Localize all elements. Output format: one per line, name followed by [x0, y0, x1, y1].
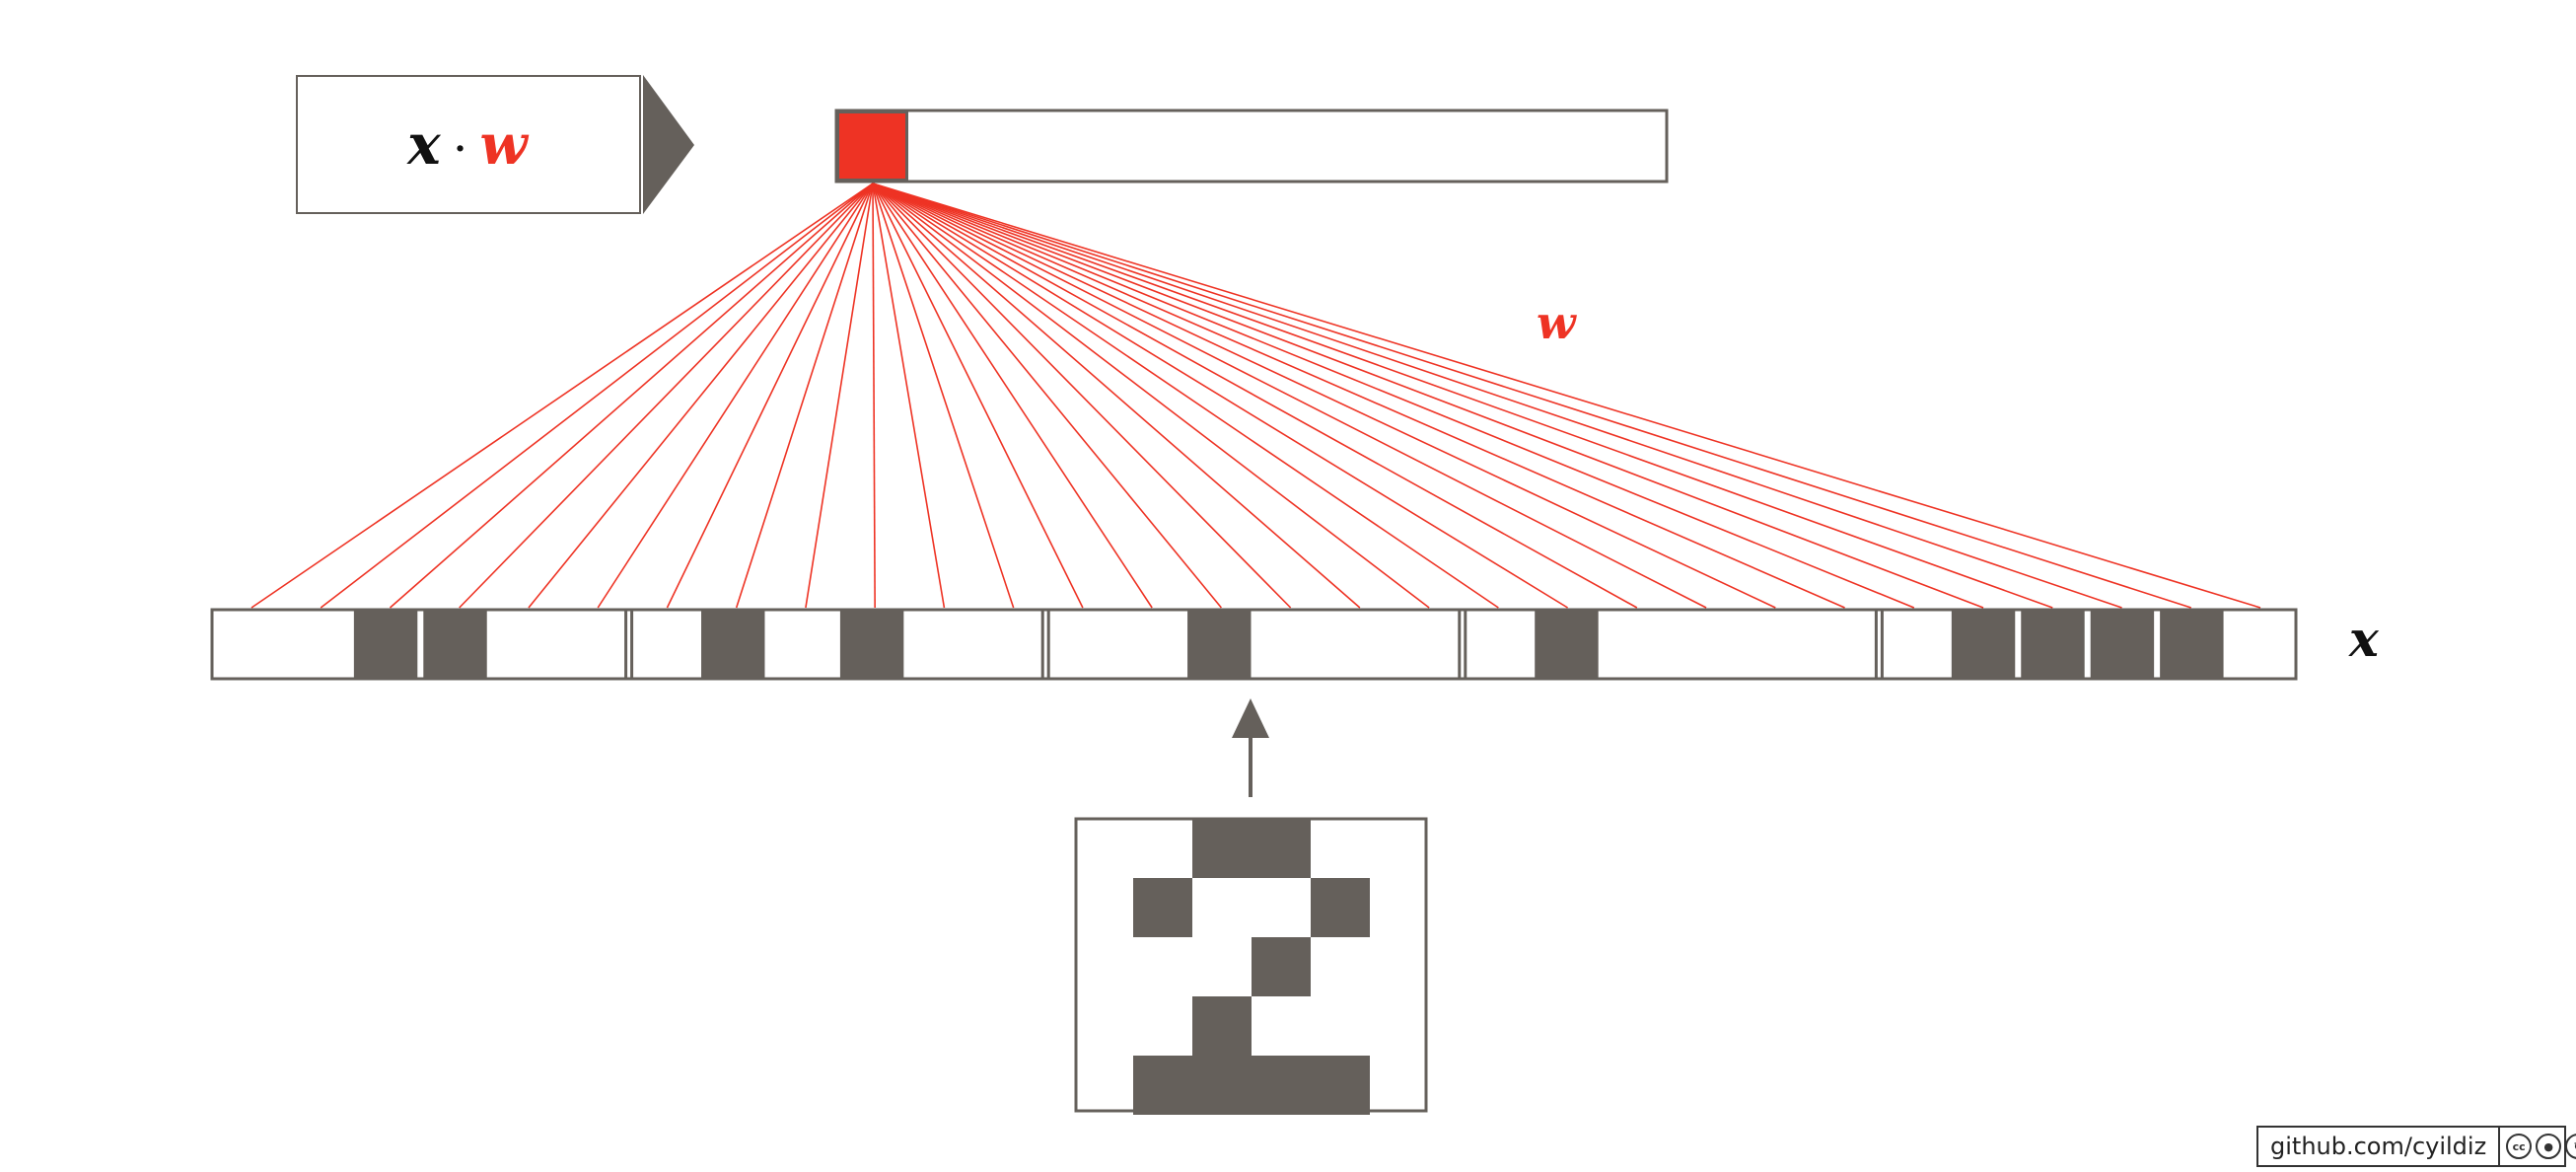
digit-pixel [1252, 819, 1311, 878]
weight-line [735, 183, 874, 609]
weight-line [872, 183, 2261, 609]
weight-line [872, 183, 1776, 609]
input-cell-filled [2090, 611, 2155, 678]
formula-text: x · w [407, 112, 529, 178]
weight-line [528, 183, 874, 609]
digit-pixel [1192, 819, 1252, 878]
formula-x: x [407, 111, 443, 178]
input-cell-filled [701, 611, 765, 678]
credit-text[interactable]: github.com/cyildiz [2258, 1128, 2501, 1165]
arrows [643, 75, 1269, 797]
license-icons: cc ● ↻ [2500, 1128, 2576, 1165]
cc-icon: cc [2506, 1134, 2533, 1159]
digit-pixel [1252, 937, 1311, 996]
weight-line [872, 183, 876, 609]
input-bar [210, 608, 2298, 681]
input-cell-filled [353, 611, 418, 678]
by-icon: ● [2536, 1134, 2562, 1159]
weight-line [597, 183, 874, 609]
weight-line [872, 183, 1499, 609]
digit-pixel [1133, 878, 1192, 937]
input-cell-filled [1535, 611, 1599, 678]
weight-line [872, 183, 1984, 609]
weight-line [872, 183, 2192, 609]
weight-line [805, 183, 874, 609]
weight-line [666, 183, 874, 609]
weight-line [872, 183, 1222, 609]
weight-line [872, 183, 1292, 609]
formula-arrow-icon [643, 75, 694, 214]
input-label: x [2349, 610, 2379, 668]
weight-line [389, 183, 874, 609]
flatten-arrow-head [1232, 698, 1269, 738]
weight-line [872, 183, 1361, 609]
weight-line [872, 183, 1569, 609]
weight-line [872, 183, 1153, 609]
digit-pixel [1192, 1056, 1252, 1115]
input-cell-filled [2160, 611, 2224, 678]
weights-label: w [1537, 296, 1576, 349]
output-bar [834, 109, 1669, 183]
digit-pixel [1133, 1056, 1192, 1115]
digit-pixel [1311, 1056, 1370, 1115]
weight-line [872, 183, 1430, 609]
output-bar-frame [834, 109, 1669, 183]
input-bar-frame [210, 608, 2298, 681]
weight-line [320, 183, 874, 609]
weight-line [872, 183, 1084, 609]
weight-line [459, 183, 874, 609]
formula-w: w [479, 111, 530, 178]
sa-icon: ↻ [2565, 1134, 2576, 1159]
credit-badge[interactable]: github.com/cyildiz cc ● ↻ [2256, 1126, 2576, 1167]
weight-line [872, 183, 2122, 609]
input-cell-filled [839, 611, 904, 678]
formula-box: x · w [296, 75, 641, 214]
weight-line [872, 183, 1915, 609]
input-cell-filled [423, 611, 487, 678]
weight-line [872, 183, 1707, 609]
digit-image [1074, 817, 1428, 1115]
formula-dot: · [454, 128, 468, 169]
weight-line [250, 183, 874, 609]
weight-line [872, 183, 1015, 609]
digit-pixel [1252, 1056, 1311, 1115]
weight-line [872, 183, 946, 609]
weight-line [872, 183, 1845, 609]
weight-lines [250, 183, 2261, 609]
weight-line [872, 183, 2053, 609]
weight-line [872, 183, 1638, 609]
digit-pixel [1192, 996, 1252, 1056]
input-cell-filled [1187, 611, 1252, 678]
digit-pixel [1311, 878, 1370, 937]
input-cell-filled [1951, 611, 2016, 678]
input-cell-filled [2021, 611, 2085, 678]
output-neuron-highlighted [836, 110, 908, 182]
